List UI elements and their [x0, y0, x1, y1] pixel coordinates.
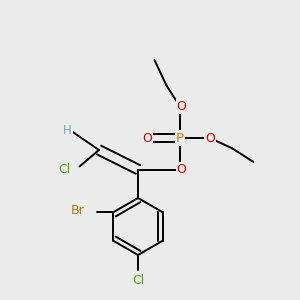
Text: Cl: Cl: [58, 163, 70, 176]
Text: O: O: [142, 131, 152, 145]
Text: P: P: [176, 131, 184, 145]
Text: Cl: Cl: [132, 274, 144, 287]
Text: Br: Br: [70, 204, 84, 217]
Text: O: O: [205, 131, 215, 145]
Text: H: H: [63, 124, 72, 137]
Text: O: O: [177, 163, 186, 176]
Text: O: O: [177, 100, 186, 113]
